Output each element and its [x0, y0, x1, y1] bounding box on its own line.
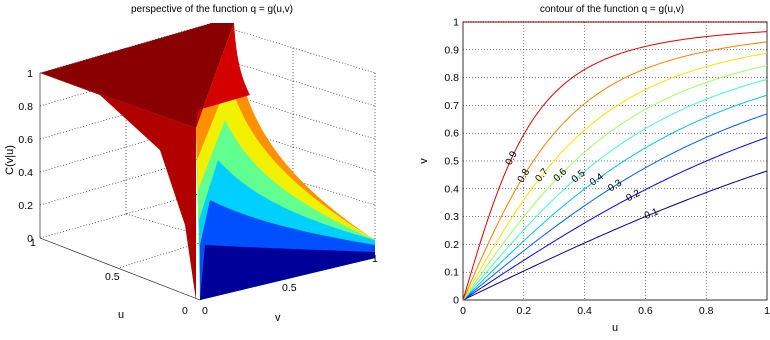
- surface-plot: perspective of the function q = g(u,v): [4, 4, 378, 324]
- contour-label-0.4: 0.4: [588, 171, 606, 188]
- contour-x-tick: 0.4: [577, 305, 592, 317]
- z-tick-2: 0.4: [18, 167, 33, 179]
- contour-y-tick: 0.5: [444, 156, 459, 168]
- contour-label-0.1: 0.1: [643, 206, 660, 222]
- z-tick-5: 1: [27, 68, 33, 80]
- contour-label-0.7: 0.7: [533, 166, 551, 184]
- v-tick-0: 0: [202, 305, 208, 317]
- contour-label-0.5: 0.5: [570, 168, 588, 186]
- u-axis-label: u: [118, 309, 124, 321]
- contour-y-tick: 0.2: [444, 239, 459, 251]
- z-tick-1: 0.2: [18, 200, 33, 212]
- surface-faces: [40, 23, 375, 300]
- u-tick-2: 1: [30, 237, 36, 249]
- contour-y-tick: 0: [453, 295, 459, 307]
- contour-y-label: v: [418, 158, 430, 164]
- z-axis-label: C(v|u): [4, 145, 16, 175]
- contour-line-0.6: [462, 65, 768, 301]
- contour-title: contour of the function q = g(u,v): [540, 4, 684, 15]
- surface-band-red: [196, 23, 250, 128]
- contour-axes-box: [462, 21, 768, 301]
- z-tick-4: 0.8: [18, 101, 33, 113]
- contour-label-0.2: 0.2: [625, 188, 643, 204]
- u-axis: 0 0.5 1 u: [30, 237, 188, 321]
- contour-y-tick: 1: [453, 17, 459, 29]
- contour-line-0.3: [462, 113, 768, 301]
- contour-y-axis: 0 0.1 0.2 0.3 0.4 0.5 0.6 0.7 0.8 0.9 1: [444, 17, 459, 307]
- contour-line-0.5: [462, 78, 768, 301]
- surface-top-face: [40, 23, 234, 128]
- contour-y-tick: 0.6: [444, 128, 459, 140]
- contour-y-tick: 0.3: [444, 211, 459, 223]
- z-axis: 0 0.2 0.4 0.6 0.8 1 C(v|u): [4, 68, 33, 245]
- contour-lines: [462, 31, 768, 301]
- v-axis-label: v: [275, 312, 281, 324]
- contour-line-0.9: [462, 31, 768, 300]
- contour-x-tick: 0: [460, 305, 466, 317]
- contour-y-tick: 0.1: [444, 267, 459, 279]
- contour-y-tick: 0.9: [444, 44, 459, 56]
- contour-x-tick: 0.8: [699, 305, 714, 317]
- surface-title: perspective of the function q = g(u,v): [131, 4, 293, 15]
- contour-y-tick: 0.4: [444, 183, 459, 195]
- v-axis: 0 0.5 1 v: [202, 253, 378, 324]
- contour-line-0.7: [462, 52, 768, 300]
- surface-band-darkblue: [200, 245, 375, 300]
- contour-y-tick: 0.7: [444, 100, 459, 112]
- contour-line-0.1: [462, 170, 768, 301]
- z-tick-3: 0.6: [18, 134, 33, 146]
- v-tick-1: 0.5: [282, 282, 297, 294]
- contour-x-axis: 0 0.2 0.4 0.6 0.8 1: [460, 305, 770, 317]
- surface-upper-back: [40, 73, 196, 300]
- v-tick-2: 1: [372, 253, 378, 265]
- contour-label-0.3: 0.3: [606, 177, 624, 194]
- contour-label-0.8: 0.8: [516, 167, 533, 185]
- contour-x-tick: 0.6: [638, 305, 653, 317]
- z-tick-0: 0: [27, 233, 33, 245]
- contour-plot: contour of the function q = g(u,v) 0.10.…: [418, 4, 770, 334]
- contour-x-tick: 1: [764, 305, 770, 317]
- u-tick-1: 0.5: [105, 271, 120, 283]
- contour-labels: 0.10.20.30.40.50.60.70.80.9: [504, 149, 661, 222]
- contour-x-tick: 0.2: [516, 305, 531, 317]
- contour-line-0.2: [462, 136, 768, 301]
- contour-line-0.8: [462, 41, 768, 300]
- contour-label-0.9: 0.9: [504, 149, 520, 167]
- contour-line-0.4: [462, 94, 768, 301]
- contour-x-label: u: [612, 322, 618, 334]
- contour-y-tick: 0.8: [444, 72, 459, 84]
- u-tick-0: 0: [182, 305, 188, 317]
